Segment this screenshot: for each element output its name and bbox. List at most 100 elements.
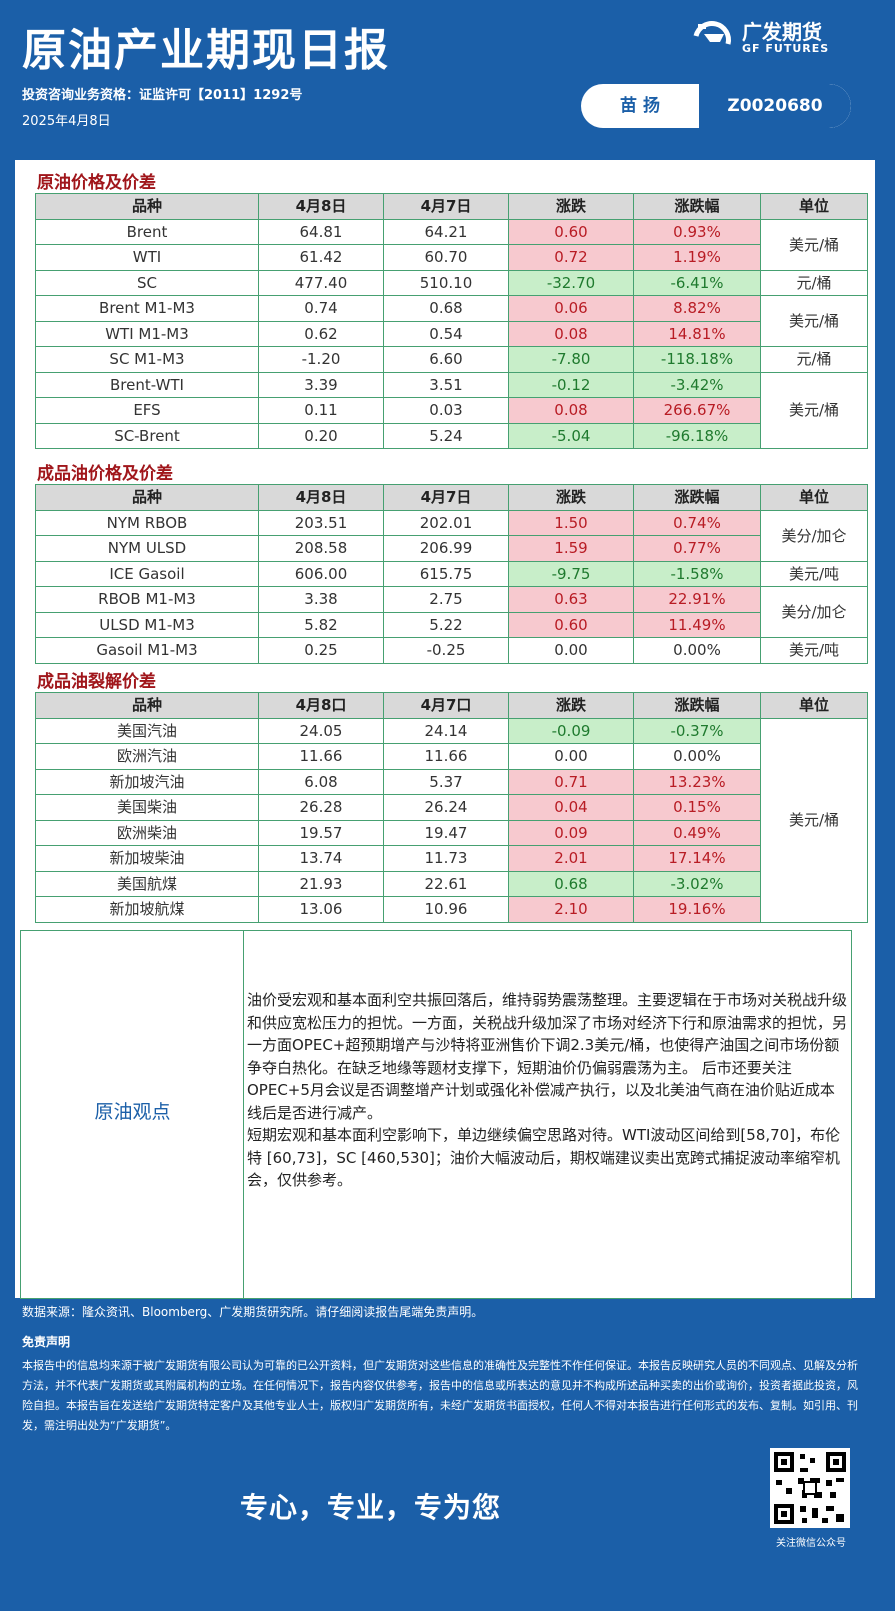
header-cell: 涨跌	[508, 692, 634, 719]
header-cell: 品种	[35, 692, 259, 719]
table-header-row: 品种 4月8日 4月7日 涨跌 涨跌幅 单位	[35, 193, 868, 220]
report-panel: 原油价格及价差 品种 4月8日 4月7日 涨跌 涨跌幅 单位 Brent 64.…	[15, 160, 875, 1298]
report-date: 2025年4月8日	[22, 114, 111, 129]
price-today: 19.57	[258, 819, 384, 846]
change-value: 0.00	[508, 743, 634, 770]
price-today: 0.62	[258, 320, 384, 347]
table-row: 欧洲柴油 19.57 19.47 0.09 0.49%	[35, 819, 868, 846]
table-row: ICE Gasoil 606.00 615.75 -9.75 -1.58% 美元…	[35, 560, 868, 587]
price-prev: 206.99	[383, 535, 509, 562]
change-pct: -1.58%	[633, 560, 761, 587]
header-cell: 涨跌幅	[633, 193, 761, 220]
section-title-products: 成品油价格及价差	[37, 464, 173, 484]
header-cell: 单位	[760, 484, 868, 511]
item-name: NYM ULSD	[35, 535, 259, 562]
price-prev: 6.60	[383, 346, 509, 373]
unit-cell: 美元/吨	[760, 637, 868, 664]
header-cell: 4月7日	[383, 484, 509, 511]
outlook-label-cell: 原油观点	[21, 931, 244, 1298]
price-today: 203.51	[258, 509, 384, 536]
change-value: -9.75	[508, 560, 634, 587]
table-row: Brent M1-M3 0.74 0.68 0.06 8.82% 美元/桶	[35, 295, 868, 347]
outlook-label: 原油观点	[94, 1101, 171, 1123]
item-name: Gasoil M1-M3	[35, 637, 259, 664]
change-value: 0.08	[508, 397, 634, 424]
price-prev: 64.21	[383, 218, 509, 245]
item-name: Brent	[35, 218, 259, 245]
price-prev: 22.61	[383, 870, 509, 897]
qr-code-icon	[774, 1452, 846, 1524]
table-row: Brent 64.81 64.21 0.60 0.93% 美元/桶	[35, 218, 868, 271]
price-prev: 24.14	[383, 717, 509, 744]
table-row: SC 477.40 510.10 -32.70 -6.41% 元/桶	[35, 269, 868, 296]
data-source: 数据来源：隆众资讯、Bloomberg、广发期货研究所。请仔细阅读报告尾端免责声…	[22, 1305, 484, 1319]
change-pct: 13.23%	[633, 768, 761, 795]
change-value: 0.08	[508, 320, 634, 347]
price-today: 6.08	[258, 768, 384, 795]
price-today: 13.06	[258, 896, 384, 923]
change-value: -0.12	[508, 371, 634, 398]
qr-label: 关注微信公众号	[776, 1538, 846, 1549]
price-today: 477.40	[258, 269, 384, 296]
price-prev: 510.10	[383, 269, 509, 296]
unit-cell: 美元/桶	[760, 371, 868, 449]
header-cell: 4月8日	[258, 193, 384, 220]
change-value: -7.80	[508, 346, 634, 373]
change-pct: 0.93%	[633, 218, 761, 245]
change-pct: 22.91%	[633, 586, 761, 613]
change-value: 1.50	[508, 509, 634, 536]
item-name: 美国柴油	[35, 794, 259, 821]
price-prev: 19.47	[383, 819, 509, 846]
disclaimer-title: 免责声明	[22, 1335, 71, 1349]
table-row: WTI 61.42 60.70 0.72 1.19%	[35, 244, 868, 271]
price-prev: 5.24	[383, 422, 509, 449]
change-value: 0.09	[508, 819, 634, 846]
header-cell: 涨跌幅	[633, 692, 761, 719]
price-today: 13.74	[258, 845, 384, 872]
change-pct: -118.18%	[633, 346, 761, 373]
table-row: 新加坡柴油 13.74 11.73 2.01 17.14%	[35, 845, 868, 872]
header-cell: 4月8日	[258, 484, 384, 511]
logo-cn-text: 广发期货	[742, 20, 822, 44]
logo-en-text: GF FUTURES	[742, 42, 830, 55]
item-name: 新加坡汽油	[35, 768, 259, 795]
item-name: 欧洲汽油	[35, 743, 259, 770]
item-name: SC	[35, 269, 259, 296]
item-name: ICE Gasoil	[35, 560, 259, 587]
change-value: -5.04	[508, 422, 634, 449]
wechat-qr-code[interactable]	[770, 1448, 850, 1528]
price-prev: 202.01	[383, 509, 509, 536]
change-pct: 17.14%	[633, 845, 761, 872]
header-cell: 品种	[35, 193, 259, 220]
change-pct: 8.82%	[633, 295, 761, 322]
price-today: 21.93	[258, 870, 384, 897]
disclaimer-text: 本报告中的信息均来源于被广发期货有限公司认为可靠的已公开资料，但广发期货对这些信…	[22, 1359, 858, 1432]
analyst-id: Z0020680	[699, 84, 851, 128]
unit-cell: 美元/桶	[760, 717, 868, 923]
change-pct: 266.67%	[633, 397, 761, 424]
item-name: WTI M1-M3	[35, 320, 259, 347]
gf-logo-icon	[693, 21, 731, 45]
change-pct: 11.49%	[633, 611, 761, 638]
change-value: 0.71	[508, 768, 634, 795]
outlook-text: 油价受宏观和基本面利空共振回落后，维持弱势震荡整理。主要逻辑在于市场对关税战升级…	[247, 989, 847, 1192]
outlook-paragraph: 油价受宏观和基本面利空共振回落后，维持弱势震荡整理。主要逻辑在于市场对关税战升级…	[247, 991, 848, 1122]
change-value: 2.10	[508, 896, 634, 923]
section-title-crude: 原油价格及价差	[37, 173, 156, 193]
price-today: 24.05	[258, 717, 384, 744]
item-name: 欧洲柴油	[35, 819, 259, 846]
price-today: 0.11	[258, 397, 384, 424]
outlook-paragraph: 短期宏观和基本面利空影响下，单边继续偏空思路对待。WTI波动区间给到[58,70…	[247, 1126, 841, 1189]
price-prev: 0.03	[383, 397, 509, 424]
header-cell: 单位	[760, 193, 868, 220]
change-pct: -96.18%	[633, 422, 761, 449]
table-row: SC-Brent 0.20 5.24 -5.04 -96.18%	[35, 422, 868, 449]
table-header-row: 品种 4月8日 4月7日 涨跌 涨跌幅 单位	[35, 484, 868, 511]
price-today: 606.00	[258, 560, 384, 587]
change-pct: 0.00%	[633, 637, 761, 664]
price-today: 26.28	[258, 794, 384, 821]
price-prev: 10.96	[383, 896, 509, 923]
price-prev: 5.37	[383, 768, 509, 795]
header-cell: 4月7日	[383, 193, 509, 220]
price-prev: 2.75	[383, 586, 509, 613]
